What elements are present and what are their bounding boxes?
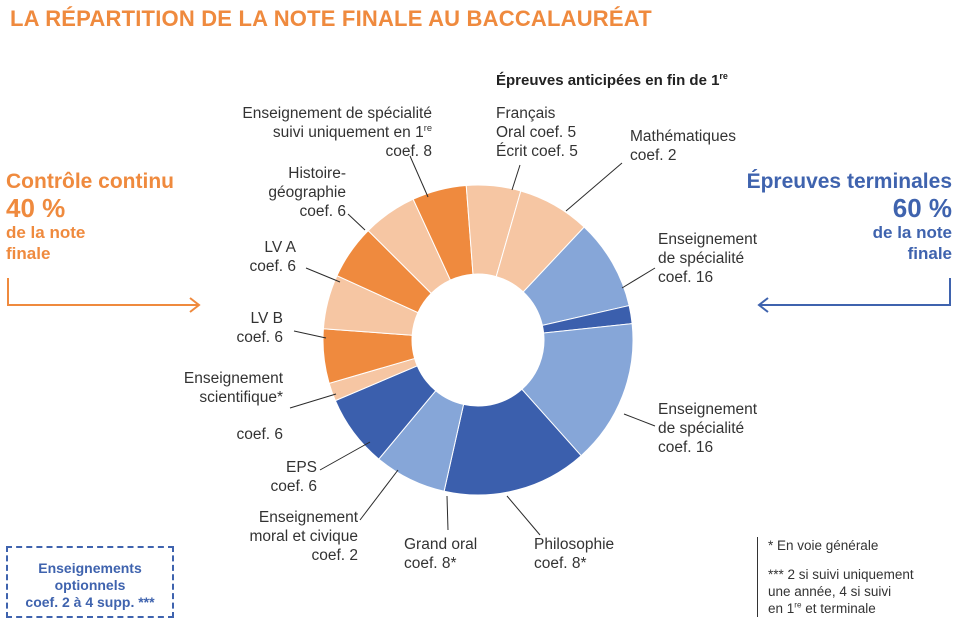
footnote-3-line3: en 1re et terminale (768, 600, 876, 616)
leader-emc (359, 469, 399, 521)
label-eps: EPS coef. 6 (270, 459, 317, 495)
label-mathematiques: Mathématiques coef. 2 (630, 128, 736, 164)
arrowhead-left (189, 297, 201, 313)
leader-ensci (289, 393, 337, 409)
leader-maths (565, 162, 623, 212)
controle-continu-block: Contrôle continu 40 % de la note finale (6, 170, 174, 264)
label-lv-b: LV B coef. 6 (236, 310, 283, 346)
footnote-3-line2: une année, 4 si suivi (768, 584, 892, 599)
arrowhead-right (757, 297, 769, 313)
page-title: LA RÉPARTITION DE LA NOTE FINALE AU BACC… (10, 6, 652, 31)
footnote-1: * En voie générale (768, 538, 879, 553)
leader-hg (347, 213, 366, 231)
controle-continu-line2: finale (6, 244, 51, 263)
epreuves-terminales-percent: 60 % (892, 193, 952, 223)
epreuves-terminales-block: Épreuves terminales 60 % de la note fina… (747, 170, 952, 264)
label-philosophie: Philosophie coef. 8* (534, 536, 615, 572)
label-spe-1re: Enseignement de spécialité suivi uniquem… (242, 105, 432, 160)
label-emc: Enseignement moral et civique coef. 2 (249, 509, 358, 564)
donut-slice-3 (443, 388, 582, 496)
arrow-right (760, 278, 951, 306)
leader-lva (305, 267, 341, 283)
leader-francais (511, 164, 521, 191)
controle-continu-heading: Contrôle continu (6, 170, 174, 193)
footnote-3-line1: *** 2 si suivi uniquement (768, 567, 914, 582)
leader-grandoral (446, 495, 449, 531)
leader-eps (319, 441, 371, 471)
label-histoire-geographie: Histoire- géographie coef. 6 (268, 165, 346, 220)
label-enseignement-scientifique: Enseignement scientifique* coef. 6 (183, 370, 283, 443)
epreuves-terminales-line1: de la note (872, 223, 952, 242)
arrow-left (7, 278, 198, 306)
label-grand-oral: Grand oral coef. 8* (404, 536, 478, 572)
leader-spe2 (623, 413, 656, 427)
leader-spe1 (621, 267, 656, 289)
donut-slice-2 (521, 323, 634, 457)
controle-continu-percent: 40 % (6, 193, 66, 223)
epreuves-terminales-line2: finale (907, 244, 952, 263)
donut-slice-13 (495, 190, 585, 293)
controle-continu-line1: de la note (6, 223, 86, 242)
epreuves-terminales-heading: Épreuves terminales (746, 170, 952, 193)
label-specialite-1: Enseignement de spécialité coef. 16 (658, 231, 758, 286)
leader-spe1re (409, 155, 429, 198)
leader-philo (506, 495, 541, 536)
footnotes: * En voie générale *** 2 si suivi unique… (757, 537, 958, 617)
label-francais: Français Oral coef. 5 Écrit coef. 5 (496, 105, 578, 160)
leader-lvb (293, 330, 327, 339)
enseignements-optionnels-box: Enseignements optionnels coef. 2 à 4 sup… (6, 546, 174, 618)
subheading-epreuves-anticipees: Épreuves anticipées en fin de 1re (496, 71, 728, 90)
label-specialite-2: Enseignement de spécialité coef. 16 (658, 401, 758, 456)
label-lv-a: LV A coef. 6 (249, 239, 296, 275)
